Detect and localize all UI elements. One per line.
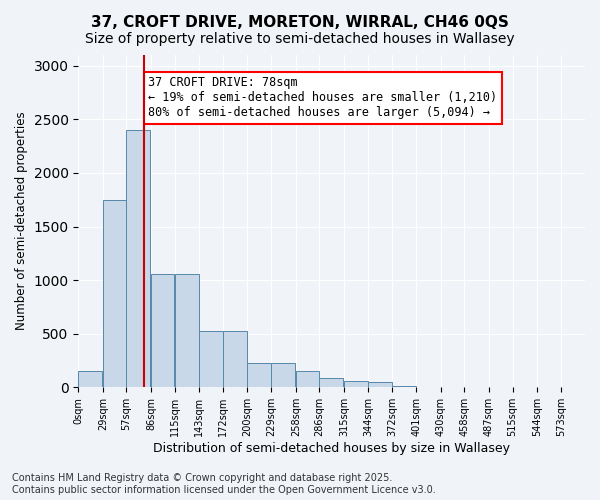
Bar [199, 330, 223, 388]
Bar [103, 200, 127, 388]
Text: Contains HM Land Registry data © Crown copyright and database right 2025.
Contai: Contains HM Land Registry data © Crown c… [12, 474, 436, 495]
Text: Size of property relative to semi-detached houses in Wallasey: Size of property relative to semi-detach… [85, 32, 515, 46]
Bar [344, 381, 368, 388]
Bar [151, 274, 175, 388]
Bar [296, 372, 319, 388]
Text: 37, CROFT DRIVE, MORETON, WIRRAL, CH46 0QS: 37, CROFT DRIVE, MORETON, WIRRAL, CH46 0… [91, 15, 509, 30]
Text: 37 CROFT DRIVE: 78sqm
← 19% of semi-detached houses are smaller (1,210)
80% of s: 37 CROFT DRIVE: 78sqm ← 19% of semi-deta… [148, 76, 497, 120]
Bar [175, 274, 199, 388]
Bar [79, 372, 102, 388]
Y-axis label: Number of semi-detached properties: Number of semi-detached properties [15, 112, 28, 330]
Bar [392, 386, 416, 388]
Bar [368, 382, 392, 388]
Bar [223, 330, 247, 388]
X-axis label: Distribution of semi-detached houses by size in Wallasey: Distribution of semi-detached houses by … [153, 442, 510, 455]
Bar [416, 387, 440, 388]
Bar [247, 362, 271, 388]
Bar [319, 378, 343, 388]
Bar [127, 130, 150, 388]
Bar [271, 362, 295, 388]
